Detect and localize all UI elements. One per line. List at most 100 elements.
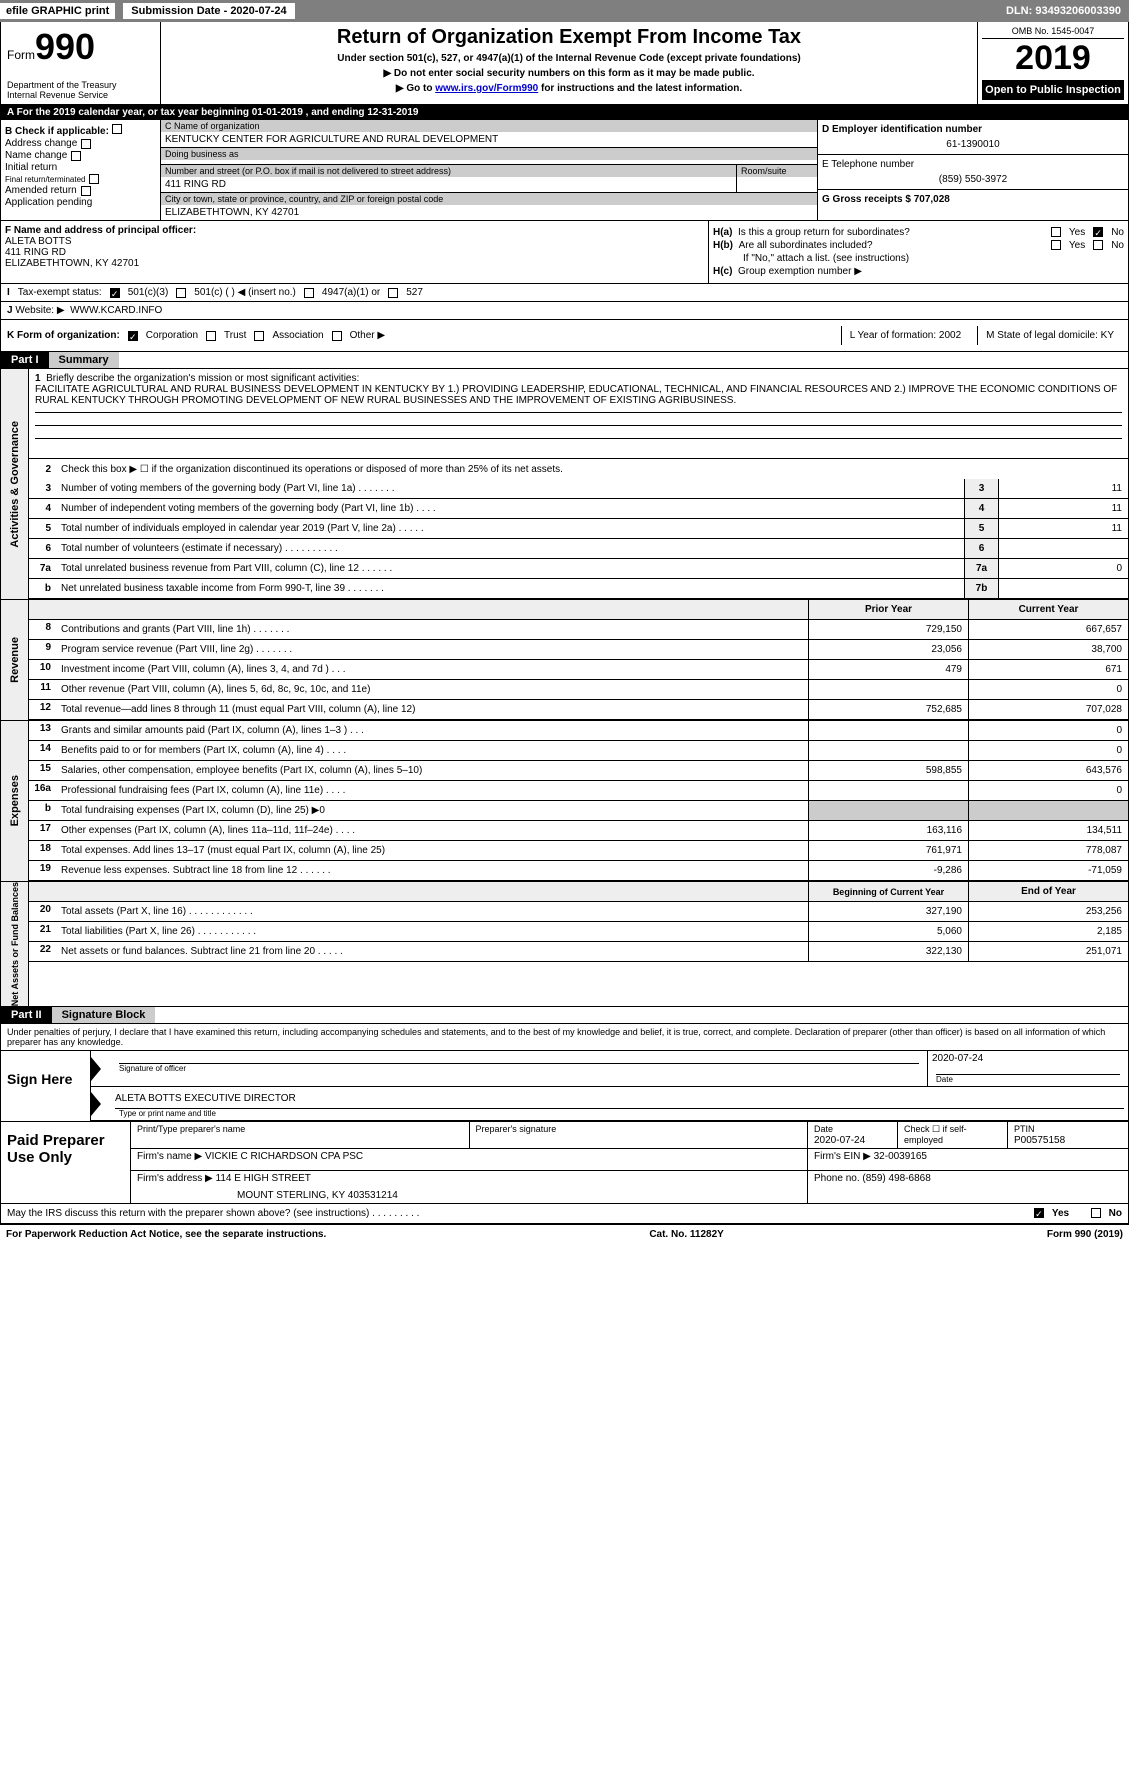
checkbox[interactable] (81, 186, 91, 196)
table-row: 10Investment income (Part VIII, column (… (29, 660, 1128, 680)
form-number: 990 (35, 26, 95, 67)
part2-header: Part II (1, 1007, 52, 1023)
checkbox[interactable] (81, 139, 91, 149)
addr-label: Number and street (or P.O. box if mail i… (161, 165, 736, 177)
c-name-label: C Name of organization (161, 120, 817, 132)
table-row: 14Benefits paid to or for members (Part … (29, 741, 1128, 761)
j-label: J (7, 305, 13, 316)
vert-expenses: Expenses (9, 775, 21, 826)
table-row: bTotal fundraising expenses (Part IX, co… (29, 801, 1128, 821)
subtitle-2: ▶ Do not enter social security numbers o… (165, 68, 973, 79)
b-item: Final return/terminated (5, 175, 85, 184)
hb-text: Are all subordinates included? (739, 240, 873, 251)
checkbox[interactable] (254, 331, 264, 341)
discuss-text: May the IRS discuss this return with the… (7, 1208, 419, 1219)
vert-governance: Activities & Governance (9, 421, 21, 548)
col-c: C Name of organization KENTUCKY CENTER F… (161, 120, 818, 220)
current-year-header: Current Year (968, 600, 1128, 619)
penalty-text: Under penalties of perjury, I declare th… (0, 1024, 1129, 1051)
l-year: L Year of formation: 2002 (841, 326, 969, 345)
table-row: 11Other revenue (Part VIII, column (A), … (29, 680, 1128, 700)
table-row: 18Total expenses. Add lines 13–17 (must … (29, 841, 1128, 861)
b-item: Initial return (5, 162, 57, 173)
j-text: Website: ▶ (15, 305, 64, 316)
checkbox[interactable] (1051, 240, 1061, 250)
i-text: Tax-exempt status: (18, 287, 102, 298)
phone: (859) 550-3972 (822, 174, 1124, 185)
checkbox-checked[interactable]: ✓ (110, 288, 120, 298)
irs-link[interactable]: www.irs.gov/Form990 (435, 83, 538, 94)
room-label: Room/suite (737, 165, 817, 177)
dept-text: Department of the Treasury Internal Reve… (7, 80, 154, 100)
vert-revenue: Revenue (9, 637, 21, 683)
checkbox[interactable] (304, 288, 314, 298)
prep-date: 2020-07-24 (814, 1135, 865, 1146)
checkbox-checked[interactable]: ✓ (128, 331, 138, 341)
ptin-label: PTIN (1014, 1124, 1035, 1134)
mission-text: FACILITATE AGRICULTURAL AND RURAL BUSINE… (35, 384, 1117, 406)
checkbox[interactable] (388, 288, 398, 298)
calendar-year-row: A For the 2019 calendar year, or tax yea… (1, 105, 1128, 120)
checkbox[interactable] (206, 331, 216, 341)
checkbox[interactable] (176, 288, 186, 298)
ptin: P00575158 (1014, 1135, 1065, 1146)
checkbox[interactable] (71, 151, 81, 161)
title-box: Return of Organization Exempt From Incom… (161, 22, 978, 104)
checkbox[interactable] (1051, 227, 1061, 237)
tax-year: 2019 (982, 39, 1124, 78)
name-title-label: Type or print name and title (115, 1108, 1124, 1118)
col-right: D Employer identification number 61-1390… (818, 120, 1128, 220)
checkbox[interactable] (112, 124, 122, 134)
b-item: Address change (5, 138, 77, 149)
date-label: Date (932, 1075, 1124, 1084)
firm-name-label: Firm's name ▶ (137, 1151, 202, 1162)
i-label: I (7, 287, 10, 298)
prep-date-label: Date (814, 1124, 833, 1134)
k-label: K Form of organization: (7, 330, 120, 341)
prep-name-label: Print/Type preparer's name (137, 1124, 245, 1134)
k-row: K Form of organization: ✓Corporation Tru… (0, 320, 1129, 352)
table-row: 5Total number of individuals employed in… (29, 519, 1128, 539)
checkbox[interactable] (1091, 1208, 1101, 1218)
hb-note: If "No," attach a list. (see instruction… (713, 253, 1124, 264)
table-row: 3Number of voting members of the governi… (29, 479, 1128, 499)
dln: DLN: 93493206003390 (1006, 5, 1129, 17)
efile-label: efile GRAPHIC print (0, 3, 115, 19)
sig-officer-label: Signature of officer (115, 1064, 923, 1073)
form-header: Form990 Department of the Treasury Inter… (0, 22, 1129, 105)
checkbox-checked[interactable]: ✓ (1093, 227, 1103, 237)
addr: 411 RING RD (161, 177, 736, 192)
prep-sig-label: Preparer's signature (476, 1124, 557, 1134)
part2-title: Signature Block (52, 1007, 156, 1023)
ha-text: Is this a group return for subordinates? (738, 227, 910, 238)
table-row: 16aProfessional fundraising fees (Part I… (29, 781, 1128, 801)
checkbox-checked[interactable]: ✓ (1034, 1208, 1044, 1218)
phone-label: Phone no. (814, 1173, 860, 1184)
table-row: 12Total revenue—add lines 8 through 11 (… (29, 700, 1128, 720)
subtitle-3: ▶ Go to www.irs.gov/Form990 for instruct… (396, 83, 742, 94)
table-row: 20Total assets (Part X, line 16) . . . .… (29, 902, 1128, 922)
hb-label: H(b) (713, 240, 733, 251)
line1-label: Briefly describe the organization's miss… (46, 373, 359, 384)
checkbox[interactable] (89, 174, 99, 184)
sign-section: Sign Here Signature of officer 2020-07-2… (0, 1051, 1129, 1122)
ha-label: H(a) (713, 227, 732, 238)
checkbox[interactable] (1093, 240, 1103, 250)
year-box: OMB No. 1545-0047 2019 Open to Public In… (978, 22, 1128, 104)
beg-year-header: Beginning of Current Year (808, 882, 968, 901)
table-row: 8Contributions and grants (Part VIII, li… (29, 620, 1128, 640)
arrow-icon (91, 1057, 101, 1081)
g-label: G Gross receipts $ 707,028 (822, 194, 950, 205)
checkbox[interactable] (332, 331, 342, 341)
line2: Check this box ▶ ☐ if the organization d… (57, 462, 1128, 477)
col-b: B Check if applicable: Address change Na… (1, 120, 161, 220)
omb: OMB No. 1545-0047 (982, 26, 1124, 39)
firm-addr-label: Firm's address ▶ (137, 1173, 213, 1184)
d-label: D Employer identification number (822, 124, 982, 135)
firm-ein-label: Firm's EIN ▶ (814, 1151, 871, 1162)
city-label: City or town, state or province, country… (161, 193, 817, 205)
form-footer: Form 990 (2019) (1047, 1229, 1123, 1240)
section-a: A For the 2019 calendar year, or tax yea… (0, 105, 1129, 320)
main-title: Return of Organization Exempt From Incom… (165, 26, 973, 49)
website[interactable]: WWW.KCARD.INFO (70, 305, 162, 316)
